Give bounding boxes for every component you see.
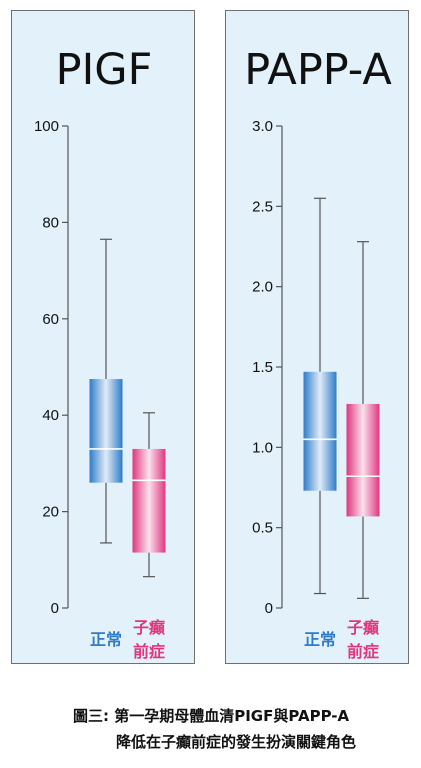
pappa-chart-panel: PAPP-A 0 0.5 1.0 1.5 2.0 2.5 3.0 正常 子癲前症 [225, 10, 409, 664]
category-label: 子癲 [133, 618, 165, 637]
y-tick-label: 80 [42, 214, 59, 231]
box-iqr [303, 371, 337, 491]
chart-title: PIGF [56, 45, 153, 95]
y-tick-label: 0 [265, 600, 273, 617]
y-tick-label: 1.0 [252, 439, 273, 456]
y-tick-label: 20 [42, 504, 59, 521]
y-tick-label: 60 [42, 311, 59, 328]
y-tick-label: 3.0 [252, 118, 273, 135]
category-label: 正常 [304, 630, 336, 649]
y-tick-label: 40 [42, 407, 59, 424]
caption-line-1: 圖三: 第一孕期母體血清PIGF與PAPP-A [73, 707, 350, 725]
figure-caption: 圖三: 第一孕期母體血清PIGF與PAPP-A 降低在子癲前症的發生扮演關鍵角色 [73, 703, 418, 755]
caption-line-2: 降低在子癲前症的發生扮演關鍵角色 [116, 733, 357, 751]
category-label: 正常 [90, 630, 122, 649]
y-tick-label: 0.5 [252, 520, 273, 537]
y-tick-label: 0 [51, 600, 59, 617]
y-tick-label: 100 [34, 118, 59, 135]
category-label: 前症 [133, 642, 165, 661]
box-iqr [346, 403, 380, 517]
y-tick-label: 1.5 [252, 359, 273, 376]
y-tick-label: 2.5 [252, 198, 273, 215]
box-iqr [89, 379, 123, 483]
category-label: 子癲 [347, 618, 379, 637]
category-label: 前症 [347, 642, 379, 661]
box-iqr [132, 448, 166, 553]
pigf-chart-panel: PIGF 0 20 40 60 80 100 正常 子癲前症 [11, 10, 195, 664]
chart-title: PAPP-A [244, 45, 392, 95]
y-tick-label: 2.0 [252, 279, 273, 296]
